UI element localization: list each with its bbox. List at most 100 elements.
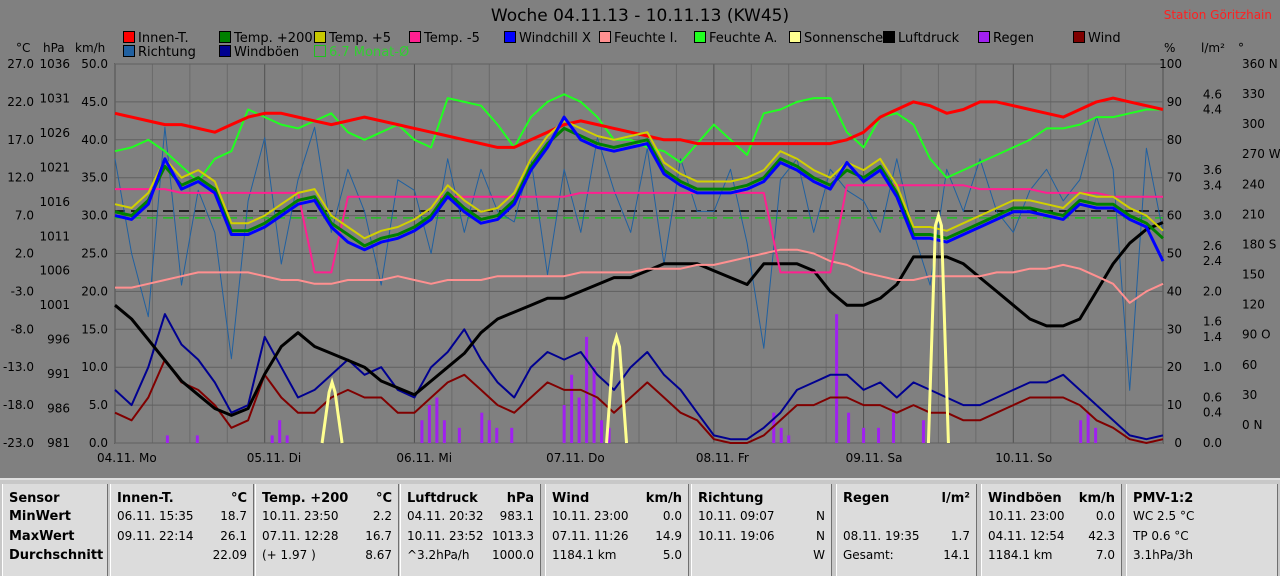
direction-tick-label: 360 N (1242, 57, 1278, 71)
legend-swatch (504, 31, 516, 43)
percent-tick-label: 100 (1159, 57, 1182, 71)
rain-bar (1094, 427, 1098, 443)
legend-label: Wind (1088, 31, 1121, 46)
stats-value: 983.1 (499, 509, 534, 523)
stats-row: 10.11. 19:06 N (698, 529, 825, 549)
stats-label: ^3.2hPa/h (407, 548, 470, 562)
wind-tick-label: 25.0 (81, 247, 108, 261)
legend-label: Luftdruck (898, 31, 960, 46)
stats-panel-pmv: PMV-1:2 WC 2.5 °C TP 0.6 °C 3.1hPa/3h (1126, 484, 1278, 576)
temp-tick-label: 7.0 (15, 209, 34, 223)
stats-value: 5.0 (662, 548, 682, 562)
direction-tick-label: 270 W (1242, 147, 1280, 161)
legend-swatch (123, 45, 135, 57)
unit-hpa: hPa (43, 41, 65, 55)
rain-bar (1086, 412, 1090, 443)
legend-item: Luftdruck (883, 31, 959, 46)
percent-tick-label: 60 (1167, 209, 1182, 223)
unit-degree: ° (1238, 41, 1244, 55)
rain-bar (278, 420, 282, 443)
legend-swatch (219, 45, 231, 57)
rain-tick-label: 2.6 (1203, 239, 1222, 253)
rain-tick-label: 1.6 (1203, 315, 1222, 329)
temp-tick-label: -23.0 (3, 436, 34, 450)
rain-tick-label: 2.4 (1203, 254, 1222, 268)
rain-bar (600, 420, 604, 443)
pressure-tick-label: 981 (47, 436, 70, 450)
legend-label: Richtung (138, 45, 196, 60)
legend-item: Richtung (123, 45, 196, 60)
rain-bar (562, 405, 566, 443)
panel-header: Temp. +200 °C (262, 491, 392, 509)
rain-bar (442, 420, 446, 443)
panel-header: PMV-1:2 (1133, 491, 1271, 509)
legend-label: Temp. +5 (329, 31, 392, 46)
stats-value: 22.09 (212, 548, 247, 562)
stats-label: 04.11. 12:54 (988, 528, 1065, 543)
percent-tick-label: 40 (1167, 284, 1182, 298)
stats-row: 1184.1 km 5.0 (552, 548, 682, 568)
legend-swatch (219, 31, 231, 43)
legend-label: Regen (993, 31, 1034, 46)
temp-tick-label: 12.0 (7, 171, 34, 185)
percent-tick-label: 70 (1167, 171, 1182, 185)
panel-header: Wind km/h (552, 491, 682, 509)
stats-row: 08.11. 19:35 1.7 (843, 529, 970, 549)
stats-row: ^3.2hPa/h 1000.0 (407, 548, 534, 568)
temp-tick-label: -3.0 (11, 284, 34, 298)
panel-title: Wind (552, 491, 590, 506)
legend-label: Sonnenschein (804, 31, 895, 46)
legend-label: Temp. +200 (234, 31, 313, 46)
day-label: 08.11. Fr (696, 451, 749, 465)
legend-label: Temp. -5 (424, 31, 480, 46)
day-label: 09.11. Sa (846, 451, 903, 465)
percent-tick-label: 80 (1167, 133, 1182, 147)
panel-title: Temp. +200 (262, 491, 349, 506)
panel-unit: km/h (1078, 491, 1115, 506)
wind-tick-label: 45.0 (81, 95, 108, 109)
wind-tick-label: 30.0 (81, 209, 108, 223)
legend-label: 6.7 Monat-Ø (329, 45, 410, 60)
unit-kmh: km/h (75, 41, 106, 55)
pressure-tick-label: 986 (47, 402, 70, 416)
series-line-windchill-x (114, 115, 1165, 262)
stats-value: 18.7 (220, 509, 247, 523)
stats-row: 10.11. 23:00 0.0 (552, 509, 682, 529)
legend-label: Windchill X (519, 31, 591, 46)
sunshine-peak (605, 331, 629, 444)
panel-header: Regen l/m² (843, 491, 970, 509)
percent-tick-label: 20 (1167, 360, 1182, 374)
rain-tick-label: 1.0 (1203, 360, 1222, 374)
pressure-tick-label: 996 (47, 333, 70, 347)
day-label: 10.11. So (995, 451, 1052, 465)
panel-title: Richtung (698, 491, 764, 506)
direction-tick-label: 240 (1242, 177, 1265, 191)
day-label: 04.11. Mo (97, 451, 157, 465)
stats-row: 06.11. 15:35 18.7 (117, 509, 247, 529)
stats-panel-innen-t: Innen-T. °C 06.11. 15:35 18.7 09.11. 22:14 26… (110, 484, 254, 576)
stats-row: (+ 1.97 ) 8.67 (262, 548, 392, 568)
stats-value: 16.7 (365, 528, 392, 543)
stats-row: TP 0.6 °C (1133, 529, 1271, 549)
stats-value: 8.67 (365, 548, 392, 562)
stats-label: 1184.1 km (552, 548, 617, 562)
temp-tick-label: -8.0 (11, 322, 34, 336)
stats-label: 07.11. 12:28 (262, 528, 339, 543)
rain-bar (607, 427, 611, 443)
stats-row: 04.11. 20:32 983.1 (407, 509, 534, 529)
series-line-feuchte-a- (114, 93, 1163, 183)
direction-tick-label: 0 N (1242, 418, 1262, 432)
stats-row: 09.11. 22:14 26.1 (117, 529, 247, 549)
chart-canvas: 50.0 45.0 40.0 35.0 30.0 25.0 20.0 15.0 10.0 5.0 0… (3, 57, 1280, 465)
pressure-tick-label: 1036 (39, 57, 70, 71)
rain-bar (165, 435, 169, 443)
pressure-tick-label: 1011 (39, 229, 70, 243)
rain-tick-label: 3.0 (1203, 209, 1222, 223)
percent-tick-label: 90 (1167, 95, 1182, 109)
panel-title: Windböen (988, 491, 1062, 506)
legend-swatch (978, 31, 990, 43)
legend-item: Windböen (219, 45, 299, 60)
legend-item: Feuchte I. (599, 31, 678, 46)
stats-label: 04.11. 20:32 (407, 509, 484, 523)
series-line-richtung (114, 116, 1164, 391)
